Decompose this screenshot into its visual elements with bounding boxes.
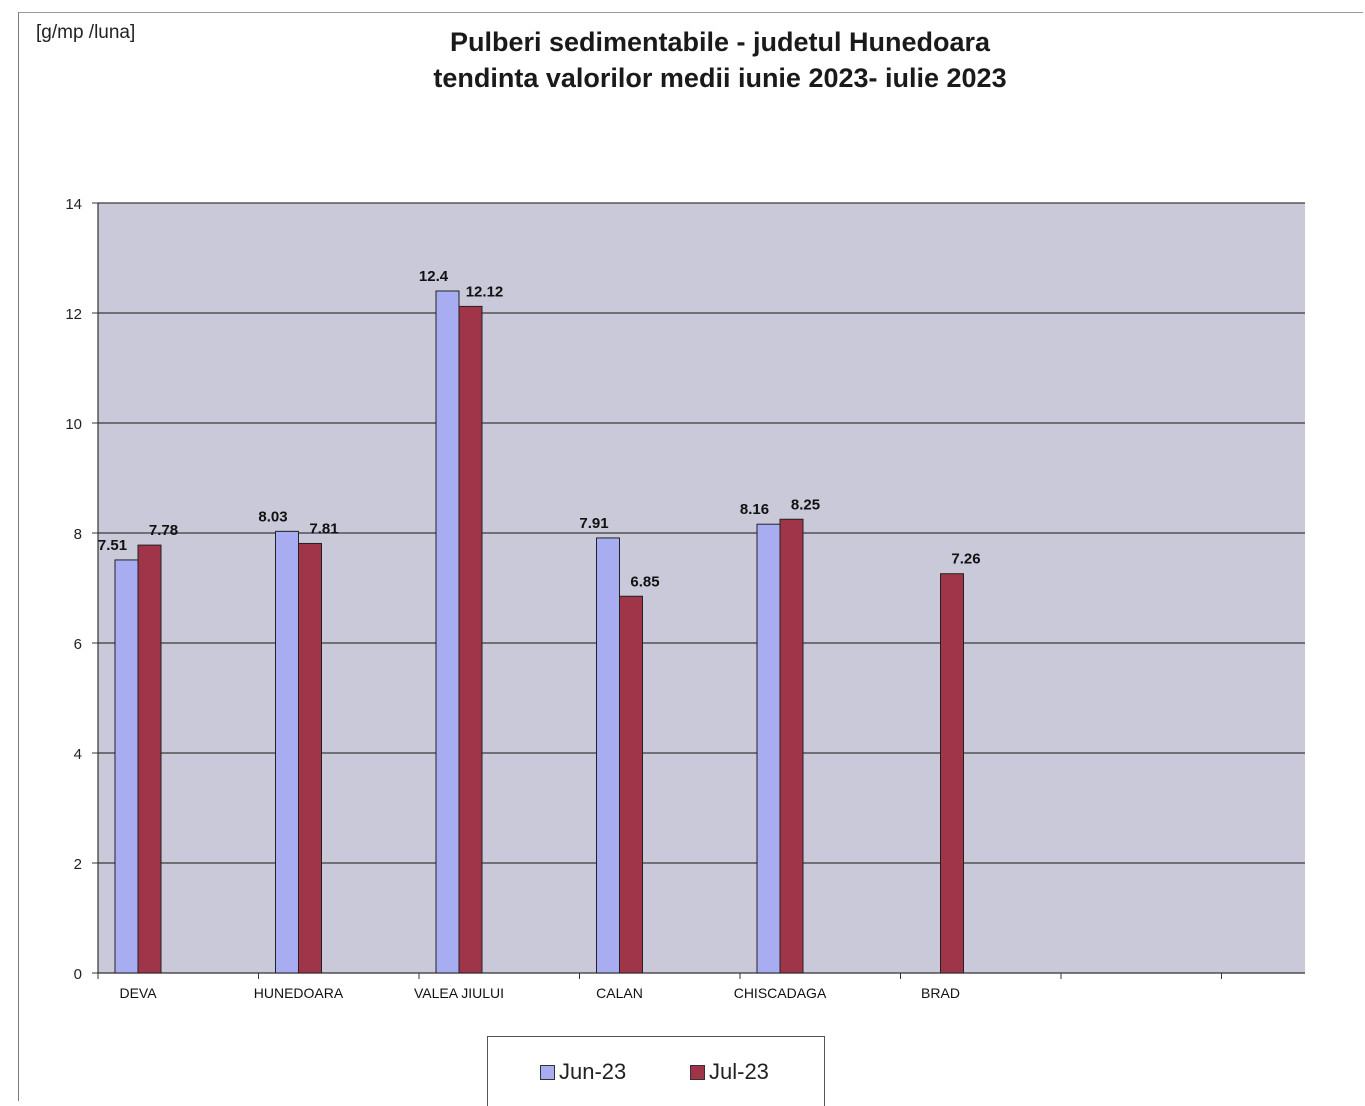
data-label: 8.16 [740, 501, 769, 518]
data-label: 8.25 [791, 496, 820, 513]
bar-jun-23 [115, 560, 138, 973]
bar-jun-23 [276, 531, 299, 973]
legend-label-jun: Jun-23 [559, 1059, 626, 1085]
legend-label-jul: Jul-23 [709, 1059, 769, 1085]
legend-swatch-jun [540, 1065, 555, 1080]
x-category-label: DEVA [119, 985, 157, 1001]
y-tick-label: 10 [65, 416, 82, 433]
data-label: 6.85 [630, 573, 659, 590]
legend-swatch-jul [690, 1065, 705, 1080]
legend: Jun-23 Jul-23 [487, 1036, 825, 1106]
x-category-label: CHISCADAGA [734, 985, 827, 1001]
x-category-label: HUNEDOARA [254, 985, 344, 1001]
data-label: 8.03 [258, 508, 287, 525]
y-tick-label: 6 [74, 636, 82, 653]
bar-jul-23 [459, 306, 482, 973]
data-label: 7.51 [98, 537, 127, 554]
bar-jul-23 [299, 543, 322, 973]
y-tick-label: 12 [65, 306, 82, 323]
legend-item-jun: Jun-23 [540, 1059, 626, 1085]
data-label: 12.4 [419, 268, 449, 285]
bar-jun-23 [757, 524, 780, 973]
y-tick-label: 0 [74, 966, 82, 983]
data-label: 7.81 [309, 520, 338, 537]
data-label: 7.78 [149, 522, 178, 539]
bar-jul-23 [941, 574, 964, 973]
data-label: 7.91 [579, 515, 608, 532]
legend-item-jul: Jul-23 [690, 1059, 769, 1085]
data-label: 12.12 [466, 283, 504, 300]
x-category-label: BRAD [921, 985, 960, 1001]
bar-jul-23 [620, 596, 643, 973]
bar-jun-23 [597, 538, 620, 973]
bar-jul-23 [780, 519, 803, 973]
y-tick-label: 4 [74, 746, 82, 763]
data-label: 7.26 [951, 551, 980, 568]
bar-jul-23 [138, 545, 161, 973]
bar-jun-23 [436, 291, 459, 973]
x-category-label: CALAN [596, 985, 643, 1001]
y-tick-label: 8 [74, 526, 82, 543]
x-category-label: VALEA JIULUI [414, 985, 504, 1001]
y-tick-label: 14 [65, 196, 82, 213]
y-tick-label: 2 [74, 856, 82, 873]
